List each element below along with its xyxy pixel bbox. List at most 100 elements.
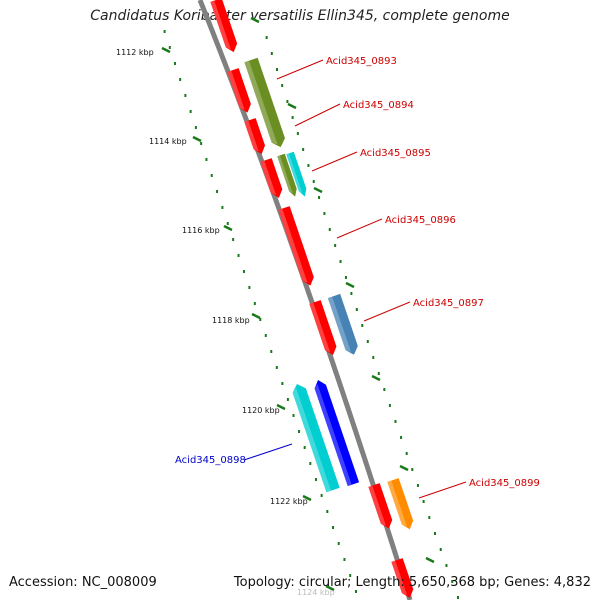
ruler-major-tick (223, 224, 233, 232)
ruler-dot (270, 52, 273, 55)
gene-arrow-acid345-0897[interactable] (327, 293, 360, 357)
ruler-tick-label: 1114 kbp (149, 137, 187, 146)
ruler-dot (281, 84, 284, 87)
gene-label[interactable]: Acid345_0898 (175, 455, 246, 466)
ruler-dot (173, 62, 176, 65)
gene-arrow-acid345-0893[interactable] (244, 57, 287, 150)
gene-label[interactable]: Acid345_0894 (343, 100, 414, 111)
ruler-dot (168, 46, 171, 49)
feature-genes (244, 57, 415, 531)
ruler-dot (237, 254, 240, 257)
gene-arrow[interactable] (210, 0, 239, 54)
gene-arrow[interactable] (260, 158, 284, 200)
ruler-dot (320, 494, 323, 497)
ruler-dot (298, 430, 301, 433)
ruler-major-tick (161, 46, 171, 54)
ruler-dot (400, 436, 403, 439)
ruler-labels: 1112 kbp 1114 kbp 1116 kbp 1118 kbp 1120… (116, 48, 335, 597)
ruler-dot (428, 516, 431, 519)
ruler-dot (216, 190, 219, 193)
ruler-dot (296, 132, 299, 135)
ruler-dot (163, 30, 166, 33)
gene-label[interactable]: Acid345_0899 (469, 478, 540, 489)
ruler-dot (332, 526, 335, 529)
ruler-tick-label: 1124 kbp (297, 588, 335, 597)
ruler-dot (232, 238, 235, 241)
gene-leader-line (418, 481, 467, 499)
ruler-major-tick (250, 16, 260, 24)
ruler-dot (309, 462, 312, 465)
ruler-dot (312, 180, 315, 183)
ruler-dot (361, 324, 364, 327)
gene-arrow-acid345-0895[interactable] (286, 151, 308, 198)
gene-arrow[interactable] (309, 300, 338, 357)
gene-arrow[interactable] (278, 206, 316, 287)
ruler-track (161, 16, 459, 599)
ruler-major-tick (425, 556, 435, 564)
genome-title: Candidatus Koribacter versatilis Ellin34… (90, 8, 510, 24)
gene-labels: Acid345_0893 Acid345_0894 Acid345_0895 A… (175, 56, 540, 489)
ruler-major-tick (192, 135, 202, 143)
ruler-dot (303, 446, 306, 449)
gene-arrow-acid345-0894[interactable] (277, 153, 299, 198)
ruler-dot (253, 302, 256, 305)
topology-text: Topology: circular; Length: 5,650,368 bp… (233, 575, 591, 590)
gene-leader-line (294, 103, 341, 127)
ruler-dot (226, 222, 229, 225)
ruler-dot (286, 398, 289, 401)
ruler-dot (292, 414, 295, 417)
gene-arrow[interactable] (312, 378, 360, 487)
ruler-dot (377, 372, 380, 375)
gene-leader-line (311, 151, 358, 172)
gene-arrow[interactable] (244, 118, 267, 156)
ruler-dot (334, 244, 337, 247)
ruler-dot (366, 340, 369, 343)
ruler-dot (189, 110, 192, 113)
ruler-dot (405, 452, 408, 455)
ruler-tick-label: 1118 kbp (212, 316, 250, 325)
ruler-dot (179, 78, 182, 81)
ruler-dot (264, 334, 267, 337)
gene-arrow-acid345-0898[interactable] (290, 382, 340, 493)
ruler-dot (372, 356, 375, 359)
ruler-dot (194, 126, 197, 129)
ruler-dot (344, 276, 347, 279)
gene-arrow-acid345-0899[interactable] (387, 478, 415, 531)
ruler-dot (343, 558, 346, 561)
ruler-dot (286, 100, 289, 103)
ruler-major-tick (251, 312, 261, 320)
ruler-dot (275, 366, 278, 369)
gene-arrow[interactable] (227, 68, 253, 114)
ruler-major-tick (313, 186, 323, 194)
ruler-dot (416, 484, 419, 487)
gene-arrow[interactable] (391, 558, 415, 600)
gene-leader-line (363, 301, 411, 322)
backbone-genes (210, 0, 415, 600)
ruler-dot (307, 164, 310, 167)
ruler-major-tick (302, 494, 312, 502)
ruler-dot (275, 68, 278, 71)
gene-label[interactable]: Acid345_0895 (360, 148, 431, 159)
accession-text: Accession: NC_008009 (9, 575, 157, 590)
ruler-dot (456, 596, 459, 599)
ruler-dot (302, 148, 305, 151)
gene-label[interactable]: Acid345_0896 (385, 215, 456, 226)
ruler-dot (422, 500, 425, 503)
ruler-dot (259, 318, 262, 321)
ruler-dot (434, 532, 437, 535)
ruler-dot (242, 270, 245, 273)
ruler-dot (350, 292, 353, 295)
ruler-dot (281, 382, 284, 385)
gene-leader-line (336, 218, 383, 239)
ruler-tick-label: 1112 kbp (116, 48, 154, 57)
gene-leader-line (243, 443, 293, 461)
gene-leader-line (276, 59, 324, 80)
ruler-dot (205, 158, 208, 161)
gene-label[interactable]: Acid345_0893 (326, 56, 397, 67)
gene-arrow[interactable] (368, 483, 394, 530)
ruler-major-tick (325, 584, 335, 592)
ruler-dot (326, 510, 329, 513)
gene-label[interactable]: Acid345_0897 (413, 298, 484, 309)
ruler-major-tick (276, 403, 286, 411)
